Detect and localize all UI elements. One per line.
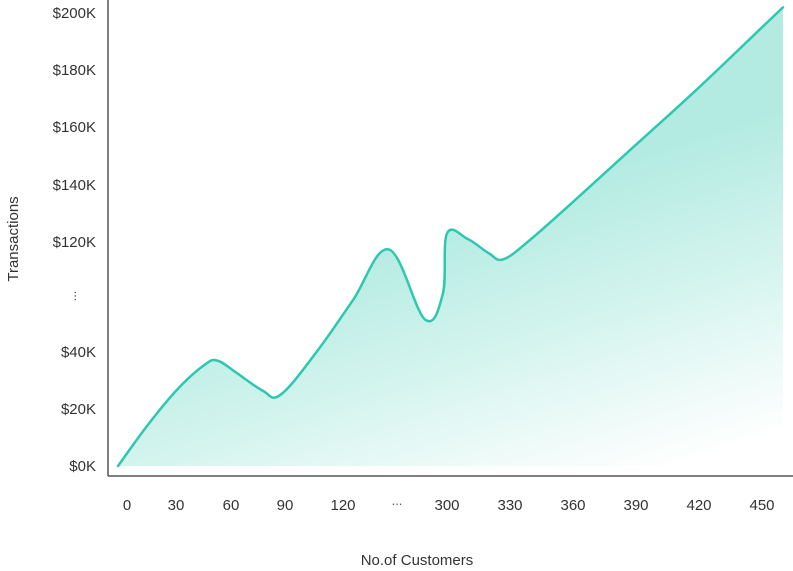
x-tick-label: 0	[123, 497, 131, 514]
y-tick-label: $0K	[69, 458, 96, 475]
y-tick-label: $120K	[53, 234, 96, 251]
x-tick-label: 30	[168, 497, 185, 514]
x-tick-labels: 0 30 60 90 120 300 330 360 390 420 450	[123, 497, 775, 514]
x-tick-label: 120	[330, 497, 355, 514]
y-tick-labels: $0K $20K $40K $120K $140K $160K $180K $200K	[53, 5, 96, 475]
y-tick-label: $140K	[53, 177, 96, 194]
x-axis-break: ...	[392, 493, 403, 508]
y-tick-label: $200K	[53, 5, 96, 22]
x-tick-label: 60	[223, 497, 240, 514]
x-axis-title: No.of Customers	[361, 552, 474, 569]
x-tick-label: 390	[623, 497, 648, 514]
y-axis-title: Transactions	[5, 196, 22, 281]
series-line	[116, 6, 785, 468]
y-tick-label: $180K	[53, 62, 96, 79]
y-tick-label: $20K	[61, 401, 96, 418]
x-tick-label: 300	[434, 497, 459, 514]
y-axis-break: ...	[64, 291, 79, 302]
x-tick-label: 420	[686, 497, 711, 514]
x-tick-label: 360	[560, 497, 585, 514]
series-area	[118, 7, 783, 467]
x-tick-label: 90	[277, 497, 294, 514]
y-tick-label: $40K	[61, 344, 96, 361]
x-tick-label: 450	[749, 497, 774, 514]
y-tick-label: $160K	[53, 119, 96, 136]
x-tick-label: 330	[497, 497, 522, 514]
